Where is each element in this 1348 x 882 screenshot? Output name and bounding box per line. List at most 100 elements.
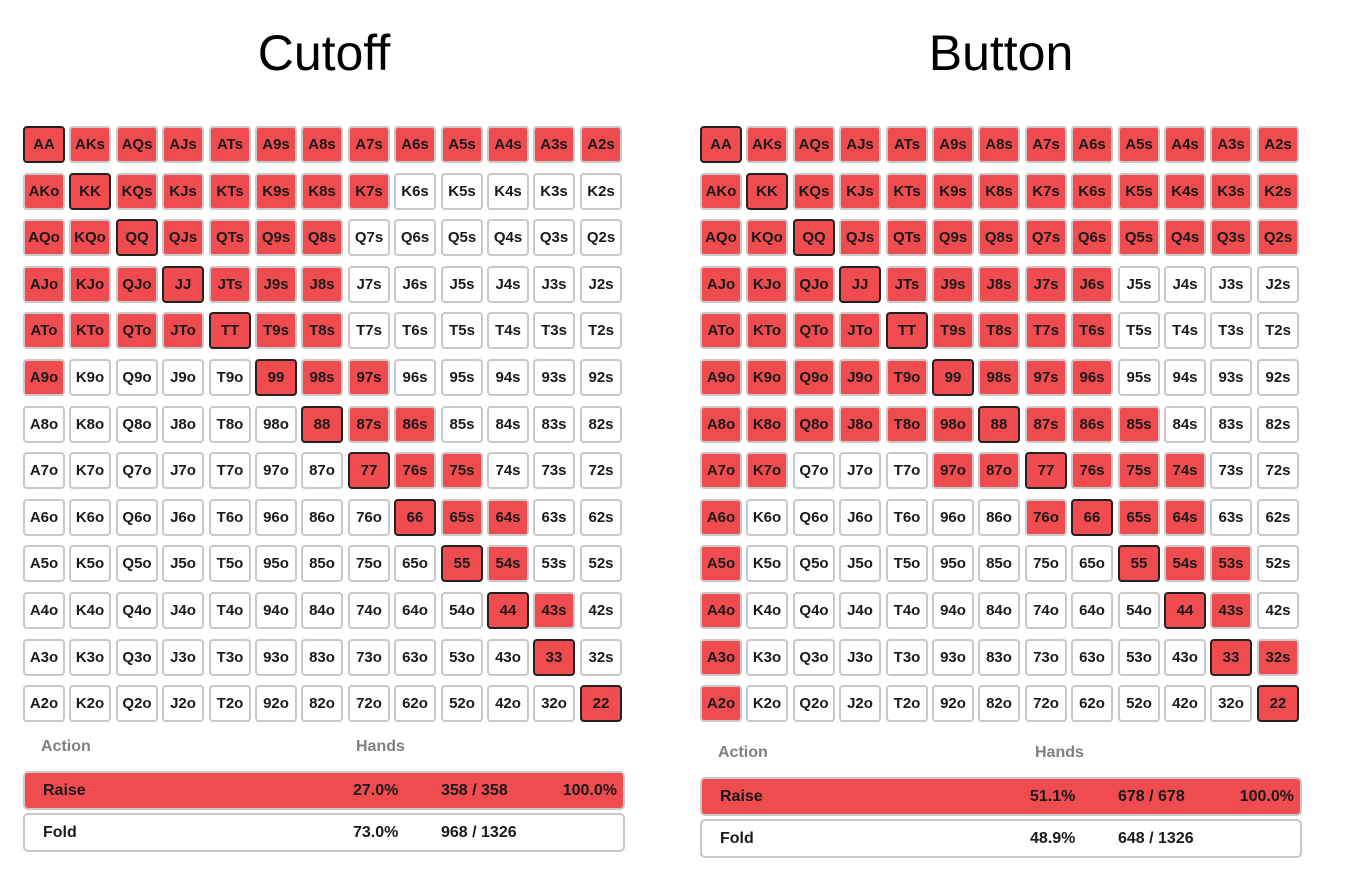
hand-cell-53s[interactable]: 53s bbox=[1210, 545, 1252, 582]
hand-cell-a5s[interactable]: A5s bbox=[441, 126, 483, 163]
hand-cell-88[interactable]: 88 bbox=[978, 406, 1020, 443]
hand-cell-k6o[interactable]: K6o bbox=[746, 499, 788, 536]
hand-cell-98s[interactable]: 98s bbox=[978, 359, 1020, 396]
hand-cell-a4s[interactable]: A4s bbox=[487, 126, 529, 163]
hand-cell-j3o[interactable]: J3o bbox=[162, 639, 204, 676]
hand-cell-97o[interactable]: 97o bbox=[255, 452, 297, 489]
hand-cell-86s[interactable]: 86s bbox=[1071, 406, 1113, 443]
hand-cell-72o[interactable]: 72o bbox=[1025, 685, 1067, 722]
hand-cell-65o[interactable]: 65o bbox=[1071, 545, 1113, 582]
hand-cell-k4o[interactable]: K4o bbox=[746, 592, 788, 629]
hand-cell-22[interactable]: 22 bbox=[580, 685, 622, 722]
hand-cell-t7s[interactable]: T7s bbox=[348, 312, 390, 349]
hand-cell-aqo[interactable]: AQo bbox=[23, 219, 65, 256]
hand-cell-a7s[interactable]: A7s bbox=[1025, 126, 1067, 163]
hand-cell-a9o[interactable]: A9o bbox=[23, 359, 65, 396]
hand-cell-93o[interactable]: 93o bbox=[932, 639, 974, 676]
hand-cell-k4s[interactable]: K4s bbox=[1164, 173, 1206, 210]
hand-cell-a8o[interactable]: A8o bbox=[700, 406, 742, 443]
hand-cell-99[interactable]: 99 bbox=[255, 359, 297, 396]
hand-cell-q3s[interactable]: Q3s bbox=[1210, 219, 1252, 256]
hand-cell-64s[interactable]: 64s bbox=[1164, 499, 1206, 536]
hand-cell-a4o[interactable]: A4o bbox=[700, 592, 742, 629]
hand-cell-65s[interactable]: 65s bbox=[441, 499, 483, 536]
hand-cell-k2o[interactable]: K2o bbox=[69, 685, 111, 722]
hand-cell-qjo[interactable]: QJo bbox=[116, 266, 158, 303]
hand-cell-ajo[interactable]: AJo bbox=[700, 266, 742, 303]
hand-cell-j2o[interactable]: J2o bbox=[162, 685, 204, 722]
fold-row[interactable]: Fold 73.0% 968 / 1326 bbox=[23, 813, 625, 852]
hand-cell-t3s[interactable]: T3s bbox=[533, 312, 575, 349]
hand-cell-j5o[interactable]: J5o bbox=[839, 545, 881, 582]
hand-cell-j9s[interactable]: J9s bbox=[255, 266, 297, 303]
hand-cell-k3s[interactable]: K3s bbox=[533, 173, 575, 210]
hand-cell-kqo[interactable]: KQo bbox=[69, 219, 111, 256]
hand-cell-k2o[interactable]: K2o bbox=[746, 685, 788, 722]
hand-cell-qq[interactable]: QQ bbox=[793, 219, 835, 256]
hand-cell-j9s[interactable]: J9s bbox=[932, 266, 974, 303]
hand-cell-87s[interactable]: 87s bbox=[1025, 406, 1067, 443]
hand-cell-aks[interactable]: AKs bbox=[746, 126, 788, 163]
hand-cell-ajs[interactable]: AJs bbox=[839, 126, 881, 163]
hand-cell-t8s[interactable]: T8s bbox=[978, 312, 1020, 349]
hand-cell-65s[interactable]: 65s bbox=[1118, 499, 1160, 536]
hand-cell-k2s[interactable]: K2s bbox=[1257, 173, 1299, 210]
hand-cell-a9s[interactable]: A9s bbox=[255, 126, 297, 163]
hand-cell-98o[interactable]: 98o bbox=[932, 406, 974, 443]
hand-cell-55[interactable]: 55 bbox=[1118, 545, 1160, 582]
hand-cell-aqo[interactable]: AQo bbox=[700, 219, 742, 256]
hand-cell-53o[interactable]: 53o bbox=[441, 639, 483, 676]
hand-cell-q5s[interactable]: Q5s bbox=[1118, 219, 1160, 256]
hand-cell-92s[interactable]: 92s bbox=[1257, 359, 1299, 396]
hand-cell-96o[interactable]: 96o bbox=[255, 499, 297, 536]
hand-cell-k5s[interactable]: K5s bbox=[441, 173, 483, 210]
hand-cell-t2s[interactable]: T2s bbox=[1257, 312, 1299, 349]
hand-cell-q4o[interactable]: Q4o bbox=[116, 592, 158, 629]
hand-cell-93s[interactable]: 93s bbox=[533, 359, 575, 396]
hand-cell-aa[interactable]: AA bbox=[23, 126, 65, 163]
hand-cell-j2s[interactable]: J2s bbox=[580, 266, 622, 303]
hand-cell-kjo[interactable]: KJo bbox=[746, 266, 788, 303]
hand-cell-a8s[interactable]: A8s bbox=[978, 126, 1020, 163]
hand-cell-q4s[interactable]: Q4s bbox=[1164, 219, 1206, 256]
hand-cell-75s[interactable]: 75s bbox=[441, 452, 483, 489]
hand-cell-k4s[interactable]: K4s bbox=[487, 173, 529, 210]
hand-cell-j4s[interactable]: J4s bbox=[487, 266, 529, 303]
hand-cell-tt[interactable]: TT bbox=[886, 312, 928, 349]
hand-cell-kqs[interactable]: KQs bbox=[793, 173, 835, 210]
hand-cell-j8s[interactable]: J8s bbox=[301, 266, 343, 303]
hand-cell-32o[interactable]: 32o bbox=[1210, 685, 1252, 722]
hand-cell-jj[interactable]: JJ bbox=[839, 266, 881, 303]
fold-row[interactable]: Fold 48.9% 648 / 1326 bbox=[700, 819, 1302, 858]
hand-cell-82s[interactable]: 82s bbox=[1257, 406, 1299, 443]
hand-cell-ato[interactable]: ATo bbox=[700, 312, 742, 349]
hand-cell-53o[interactable]: 53o bbox=[1118, 639, 1160, 676]
hand-cell-97s[interactable]: 97s bbox=[1025, 359, 1067, 396]
hand-cell-33[interactable]: 33 bbox=[533, 639, 575, 676]
hand-cell-kjs[interactable]: KJs bbox=[839, 173, 881, 210]
hand-cell-95o[interactable]: 95o bbox=[932, 545, 974, 582]
hand-cell-83o[interactable]: 83o bbox=[301, 639, 343, 676]
hand-cell-k9s[interactable]: K9s bbox=[932, 173, 974, 210]
hand-cell-j7s[interactable]: J7s bbox=[1025, 266, 1067, 303]
hand-cell-k5s[interactable]: K5s bbox=[1118, 173, 1160, 210]
hand-cell-q2o[interactable]: Q2o bbox=[793, 685, 835, 722]
hand-cell-kjo[interactable]: KJo bbox=[69, 266, 111, 303]
hand-cell-87o[interactable]: 87o bbox=[301, 452, 343, 489]
hand-cell-k9o[interactable]: K9o bbox=[69, 359, 111, 396]
hand-cell-72o[interactable]: 72o bbox=[348, 685, 390, 722]
hand-cell-74s[interactable]: 74s bbox=[487, 452, 529, 489]
hand-cell-k2s[interactable]: K2s bbox=[580, 173, 622, 210]
hand-cell-qts[interactable]: QTs bbox=[886, 219, 928, 256]
hand-cell-j8o[interactable]: J8o bbox=[839, 406, 881, 443]
hand-cell-kto[interactable]: KTo bbox=[69, 312, 111, 349]
hand-cell-t5o[interactable]: T5o bbox=[886, 545, 928, 582]
raise-row[interactable]: Raise 27.0% 358 / 358 100.0% bbox=[23, 771, 625, 810]
hand-cell-a6o[interactable]: A6o bbox=[23, 499, 65, 536]
hand-cell-85s[interactable]: 85s bbox=[1118, 406, 1160, 443]
hand-cell-k8o[interactable]: K8o bbox=[746, 406, 788, 443]
hand-cell-k8s[interactable]: K8s bbox=[301, 173, 343, 210]
hand-cell-a9s[interactable]: A9s bbox=[932, 126, 974, 163]
hand-cell-ajo[interactable]: AJo bbox=[23, 266, 65, 303]
hand-cell-k5o[interactable]: K5o bbox=[746, 545, 788, 582]
